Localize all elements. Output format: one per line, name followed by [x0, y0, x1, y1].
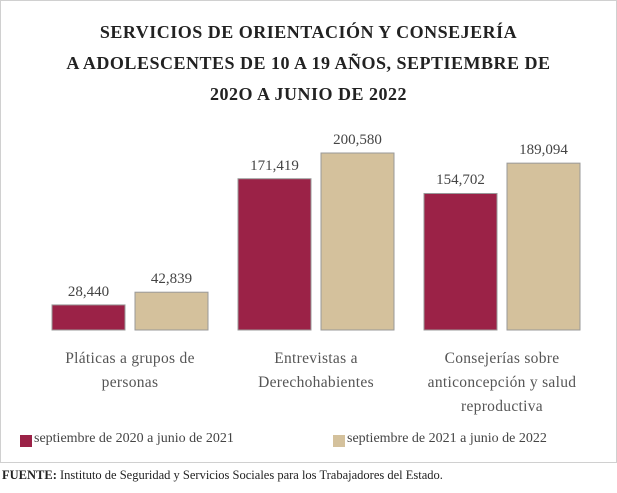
bar — [134, 291, 209, 331]
legend-swatch — [333, 435, 345, 447]
value-label: 189,094 — [519, 142, 568, 159]
value-label: 200,580 — [333, 132, 382, 148]
source-text: Instituto de Seguridad y Servicios Socia… — [60, 468, 443, 482]
bar — [423, 192, 498, 331]
x-tick-label: Pláticas a grupos de personas — [65, 350, 195, 391]
x-tick-label: Entrevistas a Derechohabientes — [258, 350, 374, 391]
bar — [51, 304, 126, 331]
value-label: 28,440 — [67, 283, 110, 300]
value-label: 42,839 — [150, 271, 193, 288]
chart-title: 202O A JUNIO DE 2022 — [209, 84, 408, 104]
source-label: FUENTE: — [2, 468, 57, 482]
value-label: 171,419 — [250, 157, 299, 174]
legend-label: septiembre de 2020 a junio de 2021 — [34, 431, 234, 446]
x-tick-label: Consejerías sobre anticoncepción y salud… — [427, 350, 577, 415]
bar — [320, 152, 395, 331]
bar — [237, 178, 312, 331]
chart-title: SERVICIOS DE ORIENTACIÓN Y CONSEJERÍA — [99, 22, 518, 42]
chart-title: A ADOLESCENTES DE 10 A 19 AÑOS, SEPTIEMB… — [66, 53, 551, 73]
bar — [506, 162, 581, 331]
value-label: 154,702 — [436, 172, 485, 189]
legend-label: septiembre de 2021 a junio de 2022 — [347, 431, 547, 446]
source: FUENTE: Instituto de Seguridad y Servici… — [2, 468, 443, 483]
legend-swatch — [20, 435, 32, 447]
